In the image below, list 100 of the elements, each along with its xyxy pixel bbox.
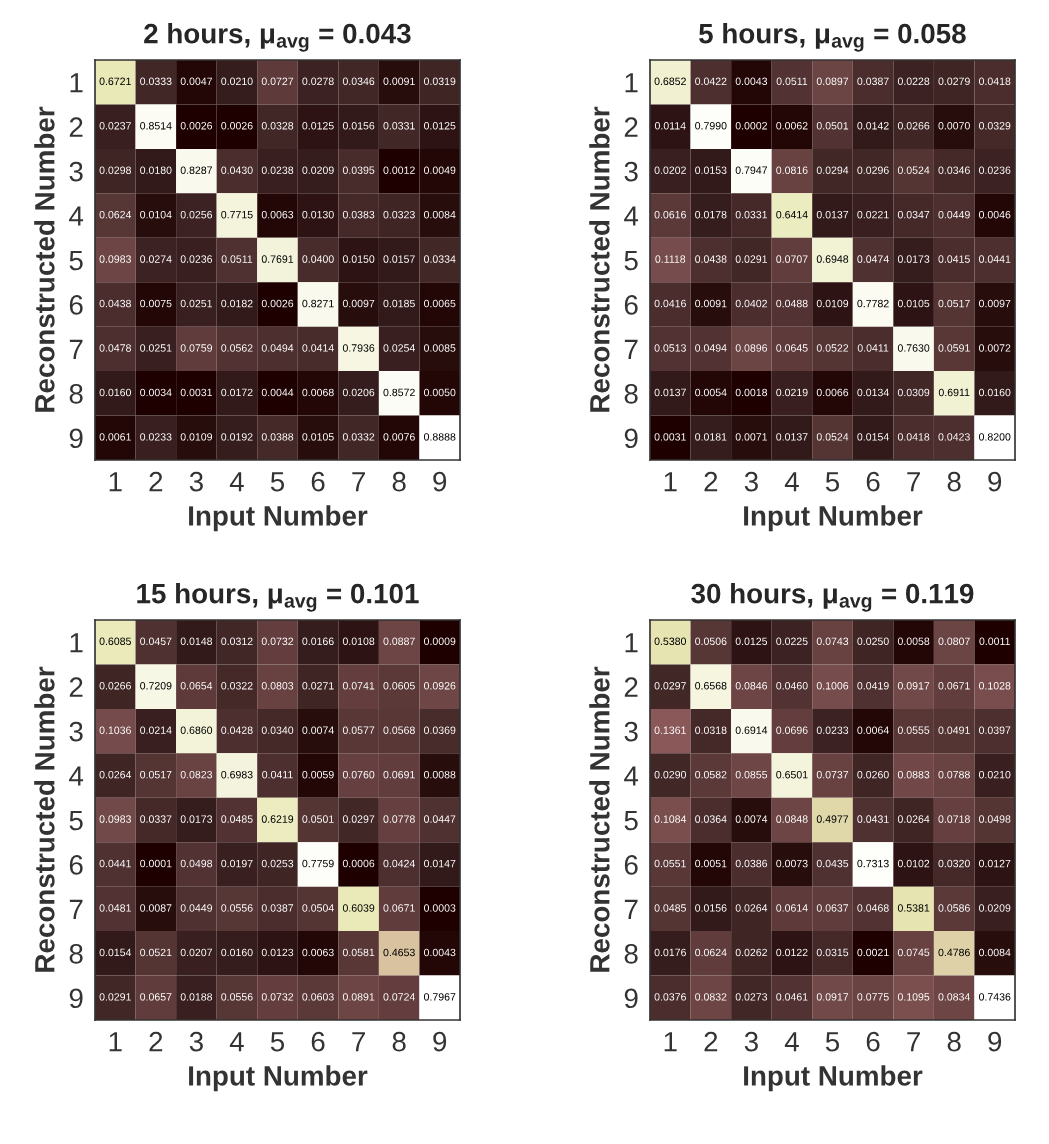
data-label: 0.0274 (140, 255, 172, 263)
x-tick-label: 8 (947, 1031, 961, 1052)
x-tick-label: 4 (229, 1032, 244, 1052)
data-label: 0.0209 (978, 904, 1011, 912)
data-label: 0.0054 (695, 388, 727, 397)
y-tick-label: 5 (69, 810, 83, 831)
data-label: 0.0003 (423, 904, 456, 912)
data-label: 0.0127 (978, 859, 1011, 868)
data-label: 0.0624 (99, 210, 132, 219)
data-label: 0.0297 (654, 682, 686, 690)
data-label: 0.0441 (978, 255, 1011, 263)
data-label: 0.0887 (383, 637, 415, 646)
data-label: 0.1095 (897, 993, 930, 1001)
data-label: 0.0026 (180, 122, 213, 130)
data-label: 0.0062 (776, 122, 808, 130)
x-tick-label: 4 (784, 472, 799, 492)
data-label: 0.0411 (262, 770, 293, 779)
data-label: 0.0102 (897, 859, 930, 868)
y-tick-label: 1 (625, 633, 638, 653)
data-label: 0.0291 (735, 255, 768, 263)
data-label: 0.1118 (655, 255, 686, 263)
data-label: 0.0322 (221, 682, 253, 690)
data-label: 0.0278 (302, 77, 334, 86)
x-tick-label: 1 (109, 472, 122, 492)
data-label: 0.0422 (695, 77, 727, 86)
data-label: 0.7715 (221, 210, 253, 219)
data-label: 0.0369 (423, 726, 456, 734)
data-label: 0.0125 (302, 122, 334, 130)
data-label: 0.0026 (261, 299, 294, 308)
data-label: 0.0328 (261, 122, 294, 130)
data-label: 0.0556 (221, 904, 253, 912)
data-label: 0.0125 (423, 122, 456, 130)
x-tick-label: 2 (704, 471, 718, 492)
chart-title: 30 hours, μ$_{avg}$ = 0.119 (691, 583, 974, 612)
data-label: 0.0043 (735, 77, 768, 86)
x-tick-label: 2 (149, 471, 163, 492)
y-tick-label: 4 (624, 766, 639, 786)
data-label: 0.0474 (857, 255, 889, 263)
data-label: 0.0555 (897, 726, 930, 734)
x-tick-label: 6 (311, 1031, 325, 1052)
data-label: 0.5381 (897, 904, 930, 912)
y-axis-title: Reconstructed Number (34, 106, 55, 412)
y-tick-label: 6 (624, 855, 638, 875)
y-tick-label: 6 (69, 295, 83, 315)
data-label: 0.0340 (261, 726, 294, 734)
data-label: 0.0832 (695, 993, 727, 1001)
data-label: 0.0088 (423, 770, 456, 779)
x-tick-label: 7 (907, 472, 920, 492)
data-label: 0.0846 (735, 682, 768, 690)
data-label: 0.0387 (261, 904, 294, 912)
x-tick-label: 4 (229, 472, 244, 492)
data-label: 0.0206 (342, 388, 375, 397)
data-label: 0.0264 (897, 815, 930, 823)
data-label: 0.0050 (423, 388, 456, 397)
data-label: 0.0219 (776, 388, 808, 397)
data-label: 0.0551 (654, 859, 686, 868)
data-label: 0.0897 (816, 77, 849, 86)
data-label: 0.0855 (735, 770, 768, 779)
data-label: 0.0983 (99, 815, 131, 823)
data-label: 0.0238 (261, 166, 294, 174)
y-tick-label: 5 (624, 810, 638, 831)
y-axis-title: Reconstructed Number (589, 106, 610, 412)
y-tick-label: 7 (69, 339, 83, 359)
data-label: 0.0074 (302, 726, 334, 734)
data-label: 0.0043 (423, 948, 456, 957)
data-label: 0.0494 (261, 344, 294, 352)
data-label: 0.0150 (342, 255, 375, 263)
y-tick-label: 9 (624, 988, 638, 1009)
data-label: 0.0624 (695, 948, 727, 957)
data-label: 0.0424 (383, 859, 415, 868)
data-label: 0.0065 (423, 299, 456, 308)
chart-title: 2 hours, μ$_{avg}$ = 0.043 (144, 23, 411, 52)
data-label: 0.0085 (423, 344, 456, 352)
data-label: 0.0346 (342, 77, 375, 86)
data-label: 0.0209 (302, 166, 334, 174)
data-label: 0.0333 (140, 77, 172, 86)
data-label: 0.6085 (99, 637, 131, 646)
data-label: 0.7947 (735, 166, 767, 174)
data-label: 0.7759 (302, 859, 334, 868)
data-label: 0.0737 (816, 770, 849, 779)
y-tick-label: 2 (69, 117, 83, 137)
data-label: 0.0614 (776, 904, 808, 912)
x-tick-label: 6 (866, 1031, 880, 1052)
data-label: 0.0414 (302, 344, 334, 352)
data-label: 0.0084 (978, 948, 1011, 957)
x-tick-label: 7 (907, 1032, 920, 1052)
x-tick-label: 9 (988, 1031, 1002, 1052)
data-label: 0.0718 (938, 815, 970, 823)
y-tick-label: 6 (624, 295, 638, 315)
y-tick-label: 2 (624, 677, 638, 697)
data-label: 0.0006 (342, 859, 375, 868)
data-label: 0.6852 (654, 77, 686, 86)
data-label: 0.0481 (99, 904, 131, 912)
data-label: 0.0105 (897, 299, 930, 308)
y-tick-label: 4 (69, 766, 84, 786)
data-label: 0.0266 (99, 682, 131, 690)
data-label: 0.0021 (857, 948, 889, 957)
data-label: 0.0173 (897, 255, 930, 263)
data-label: 0.7209 (140, 682, 172, 690)
data-label: 0.0108 (342, 637, 375, 646)
